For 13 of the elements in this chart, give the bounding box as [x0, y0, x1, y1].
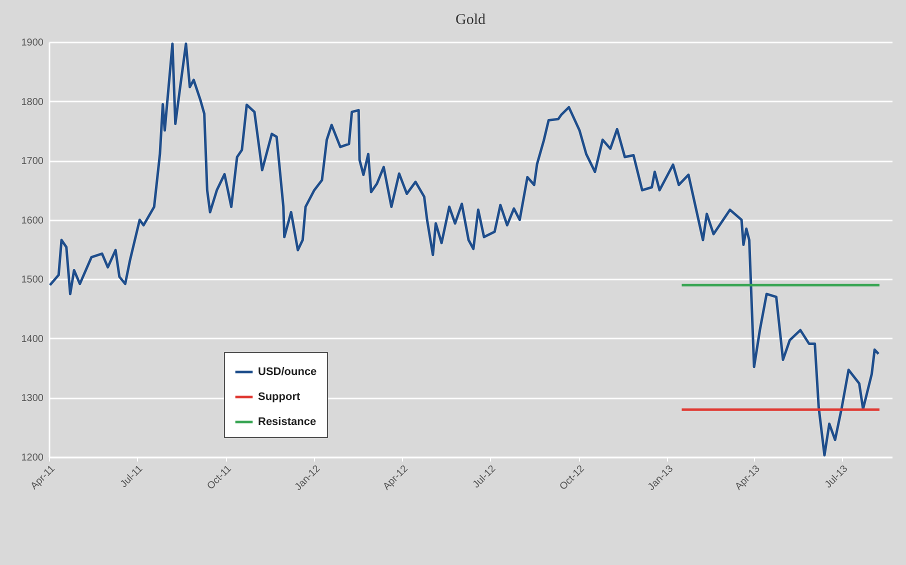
chart-title: Gold	[456, 12, 486, 28]
y-tick-label: 1400	[21, 334, 44, 345]
legend-label: Resistance	[258, 416, 316, 428]
y-tick-label: 1500	[21, 274, 44, 286]
y-tick-label: 1800	[21, 96, 44, 108]
y-tick-label: 1700	[21, 156, 44, 168]
line-series	[48, 42, 880, 456]
legend-label: Support	[258, 391, 300, 403]
y-tick-label: 1900	[21, 38, 44, 48]
y-tick-label: 1200	[21, 452, 44, 464]
y-tick-label: 1600	[21, 215, 44, 226]
legend-label: USD/ounce	[258, 366, 317, 378]
y-tick-label: 1300	[21, 393, 44, 404]
